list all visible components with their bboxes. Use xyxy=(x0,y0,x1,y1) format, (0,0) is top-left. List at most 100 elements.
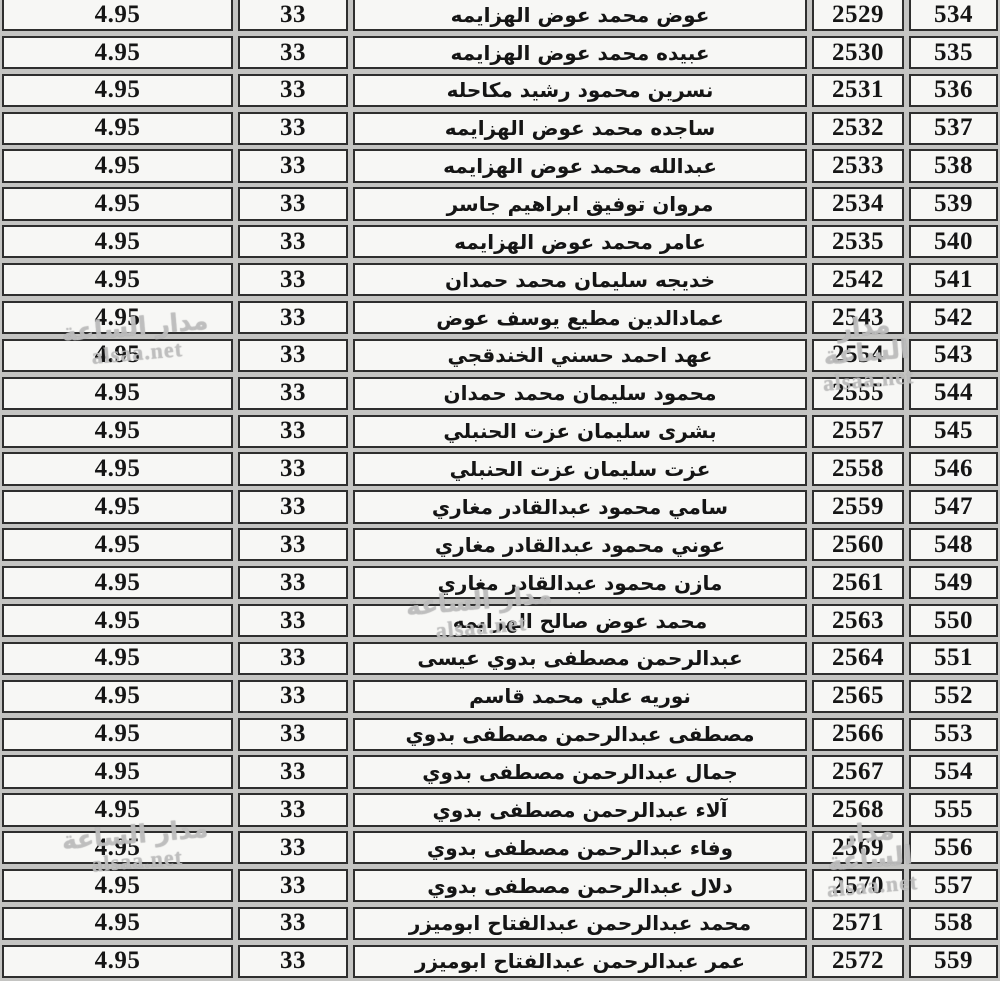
cell-name: وفاء عبدالرحمن مصطفى بدوي xyxy=(353,831,807,865)
cell-name: عمادالدين مطيع يوسف عوض xyxy=(353,300,807,335)
cell-number: 2563 xyxy=(812,603,904,638)
cell-mark: 33 xyxy=(238,793,348,827)
cell-number: 2533 xyxy=(812,149,904,183)
cell-serial: 559 xyxy=(909,944,998,978)
cell-serial: 544 xyxy=(909,376,998,410)
cell-serial: 557 xyxy=(909,868,998,903)
cell-average: 4.95 xyxy=(2,831,233,865)
cell-number: 2569 xyxy=(812,831,904,865)
cell-serial: 545 xyxy=(909,414,998,448)
cell-name: دلال عبدالرحمن مصطفى بدوي xyxy=(353,868,807,903)
cell-mark: 33 xyxy=(238,868,348,903)
cell-number: 2532 xyxy=(812,111,904,145)
cell-serial: 547 xyxy=(909,490,998,524)
cell-average: 4.95 xyxy=(2,603,233,638)
cell-mark: 33 xyxy=(238,263,348,297)
cell-name: عبدالله محمد عوض الهزايمه xyxy=(353,149,807,183)
cell-name: عهد احمد حسني الخندقجي xyxy=(353,338,807,373)
cell-mark: 33 xyxy=(238,414,348,448)
cell-serial: 549 xyxy=(909,566,998,600)
cell-mark: 33 xyxy=(238,111,348,145)
cell-number: 2571 xyxy=(812,906,904,941)
cell-name: نوريه علي محمد قاسم xyxy=(353,679,807,713)
cell-number: 2567 xyxy=(812,755,904,789)
cell-average: 4.95 xyxy=(2,641,233,676)
cell-number: 2529 xyxy=(812,0,904,32)
cell-mark: 33 xyxy=(238,0,348,32)
cell-average: 4.95 xyxy=(2,0,233,32)
cell-name: عبيده محمد عوض الهزايمه xyxy=(353,35,807,70)
cell-name: مروان توفيق ابراهيم جاسر xyxy=(353,187,807,221)
cell-name: عوض محمد عوض الهزايمه xyxy=(353,0,807,32)
cell-average: 4.95 xyxy=(2,300,233,335)
cell-number: 2555 xyxy=(812,376,904,410)
cell-serial: 535 xyxy=(909,35,998,70)
cell-name: عامر محمد عوض الهزايمه xyxy=(353,225,807,259)
cell-serial: 537 xyxy=(909,111,998,145)
cell-serial: 538 xyxy=(909,149,998,183)
cell-average: 4.95 xyxy=(2,376,233,410)
cell-number: 2570 xyxy=(812,868,904,903)
cell-mark: 33 xyxy=(238,35,348,70)
cell-serial: 550 xyxy=(909,603,998,638)
cell-number: 2564 xyxy=(812,641,904,676)
cell-number: 2568 xyxy=(812,793,904,827)
cell-average: 4.95 xyxy=(2,490,233,524)
cell-number: 2565 xyxy=(812,679,904,713)
cell-mark: 33 xyxy=(238,73,348,107)
cell-serial: 539 xyxy=(909,187,998,221)
cell-mark: 33 xyxy=(238,225,348,259)
cell-name: عبدالرحمن مصطفى بدوي عيسى xyxy=(353,641,807,676)
cell-number: 2561 xyxy=(812,566,904,600)
cell-average: 4.95 xyxy=(2,414,233,448)
cell-average: 4.95 xyxy=(2,906,233,941)
cell-name: خديجه سليمان محمد حمدان xyxy=(353,263,807,297)
cell-name: عزت سليمان عزت الحنبلي xyxy=(353,452,807,486)
cell-number: 2557 xyxy=(812,414,904,448)
cell-mark: 33 xyxy=(238,717,348,751)
cell-average: 4.95 xyxy=(2,187,233,221)
cell-average: 4.95 xyxy=(2,566,233,600)
cell-mark: 33 xyxy=(238,566,348,600)
cell-serial: 540 xyxy=(909,225,998,259)
cell-serial: 556 xyxy=(909,831,998,865)
cell-name: محمد عوض صالح الهزايمه xyxy=(353,603,807,638)
cell-average: 4.95 xyxy=(2,225,233,259)
cell-average: 4.95 xyxy=(2,717,233,751)
cell-name: محمود سليمان محمد حمدان xyxy=(353,376,807,410)
cell-name: بشرى سليمان عزت الحنبلي xyxy=(353,414,807,448)
cell-mark: 33 xyxy=(238,187,348,221)
cell-name: مازن محمود عبدالقادر مغاري xyxy=(353,566,807,600)
cell-serial: 536 xyxy=(909,73,998,107)
cell-average: 4.95 xyxy=(2,755,233,789)
cell-average: 4.95 xyxy=(2,111,233,145)
cell-serial: 552 xyxy=(909,679,998,713)
cell-number: 2554 xyxy=(812,338,904,373)
cell-mark: 33 xyxy=(238,528,348,562)
cell-average: 4.95 xyxy=(2,452,233,486)
cell-serial: 555 xyxy=(909,793,998,827)
cell-number: 2558 xyxy=(812,452,904,486)
cell-serial: 534 xyxy=(909,0,998,32)
cell-average: 4.95 xyxy=(2,338,233,373)
cell-mark: 33 xyxy=(238,149,348,183)
cell-average: 4.95 xyxy=(2,528,233,562)
cell-name: آلاء عبدالرحمن مصطفى بدوي xyxy=(353,793,807,827)
cell-average: 4.95 xyxy=(2,868,233,903)
cell-name: عوني محمود عبدالقادر مغاري xyxy=(353,528,807,562)
cell-serial: 548 xyxy=(909,528,998,562)
cell-name: مصطفى عبدالرحمن مصطفى بدوي xyxy=(353,717,807,751)
cell-average: 4.95 xyxy=(2,263,233,297)
cell-average: 4.95 xyxy=(2,35,233,70)
cell-serial: 546 xyxy=(909,452,998,486)
cell-number: 2559 xyxy=(812,490,904,524)
cell-name: نسرين محمود رشيد مكاحله xyxy=(353,73,807,107)
cell-mark: 33 xyxy=(238,906,348,941)
cell-mark: 33 xyxy=(238,679,348,713)
cell-mark: 33 xyxy=(238,452,348,486)
cell-number: 2530 xyxy=(812,35,904,70)
cell-mark: 33 xyxy=(238,944,348,978)
cell-average: 4.95 xyxy=(2,679,233,713)
cell-number: 2542 xyxy=(812,263,904,297)
